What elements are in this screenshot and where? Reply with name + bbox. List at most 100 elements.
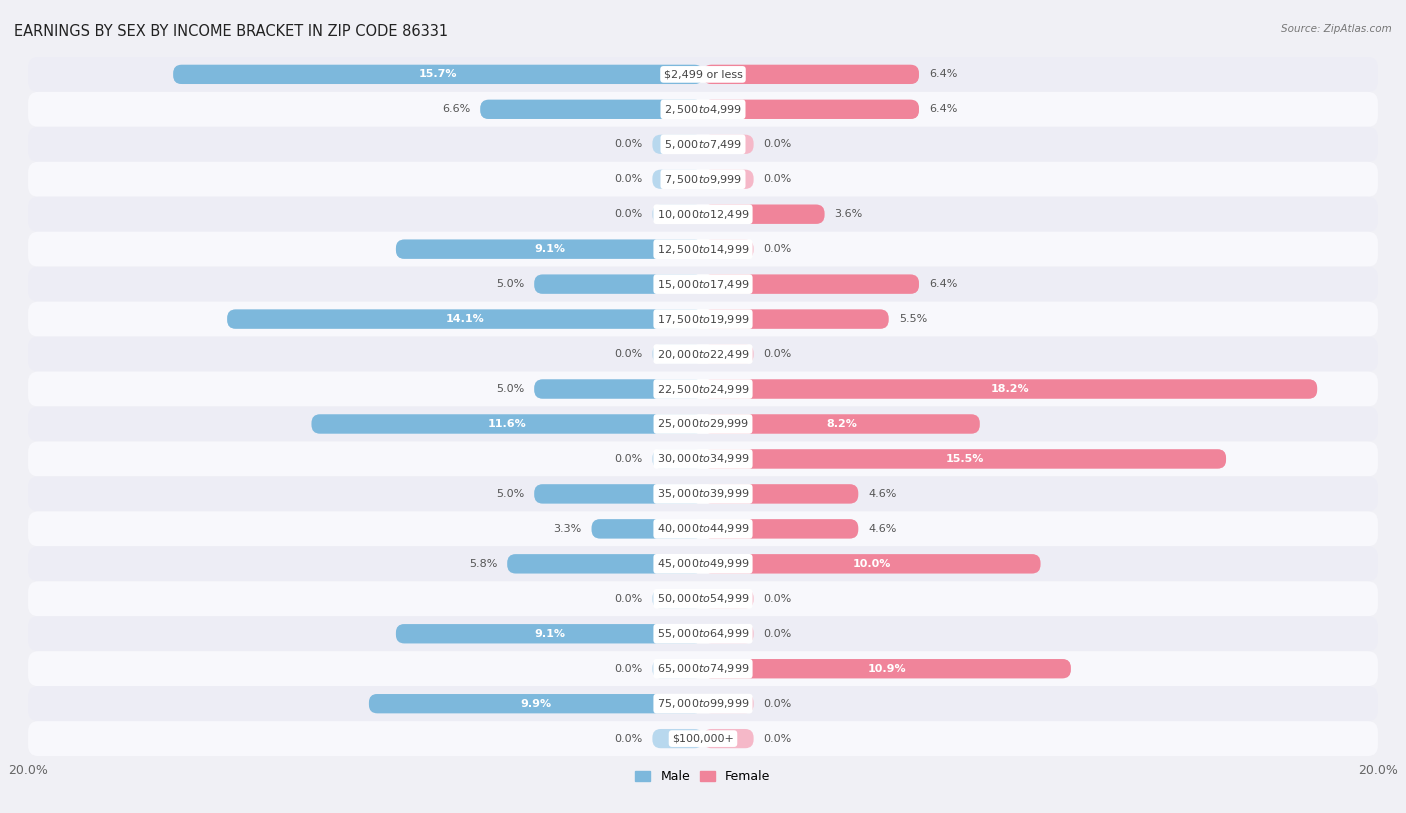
FancyBboxPatch shape bbox=[312, 415, 703, 433]
Text: 5.0%: 5.0% bbox=[496, 384, 524, 394]
FancyBboxPatch shape bbox=[368, 694, 703, 713]
Text: 10.9%: 10.9% bbox=[868, 663, 907, 674]
FancyBboxPatch shape bbox=[703, 694, 754, 713]
Text: 9.1%: 9.1% bbox=[534, 628, 565, 639]
Text: 0.0%: 0.0% bbox=[763, 244, 792, 254]
FancyBboxPatch shape bbox=[703, 520, 858, 538]
FancyBboxPatch shape bbox=[396, 624, 703, 643]
FancyBboxPatch shape bbox=[652, 450, 703, 468]
Text: $12,500 to $14,999: $12,500 to $14,999 bbox=[657, 243, 749, 255]
Text: EARNINGS BY SEX BY INCOME BRACKET IN ZIP CODE 86331: EARNINGS BY SEX BY INCOME BRACKET IN ZIP… bbox=[14, 24, 449, 39]
FancyBboxPatch shape bbox=[703, 310, 889, 328]
Text: 11.6%: 11.6% bbox=[488, 419, 527, 429]
FancyBboxPatch shape bbox=[534, 275, 703, 293]
FancyBboxPatch shape bbox=[592, 520, 703, 538]
FancyBboxPatch shape bbox=[28, 686, 1378, 721]
FancyBboxPatch shape bbox=[28, 57, 1378, 92]
FancyBboxPatch shape bbox=[28, 197, 1378, 232]
Text: 0.0%: 0.0% bbox=[763, 174, 792, 185]
FancyBboxPatch shape bbox=[28, 651, 1378, 686]
Text: 6.4%: 6.4% bbox=[929, 279, 957, 289]
FancyBboxPatch shape bbox=[703, 415, 980, 433]
Text: 6.6%: 6.6% bbox=[441, 104, 470, 115]
FancyBboxPatch shape bbox=[703, 100, 920, 119]
Text: 0.0%: 0.0% bbox=[614, 209, 643, 220]
Text: 0.0%: 0.0% bbox=[614, 349, 643, 359]
FancyBboxPatch shape bbox=[703, 450, 1226, 468]
Text: 5.5%: 5.5% bbox=[898, 314, 927, 324]
FancyBboxPatch shape bbox=[28, 162, 1378, 197]
Text: 10.0%: 10.0% bbox=[852, 559, 891, 569]
Text: 0.0%: 0.0% bbox=[614, 139, 643, 150]
FancyBboxPatch shape bbox=[173, 65, 703, 84]
FancyBboxPatch shape bbox=[703, 554, 1040, 573]
Text: 0.0%: 0.0% bbox=[763, 698, 792, 709]
Text: 8.2%: 8.2% bbox=[825, 419, 856, 429]
FancyBboxPatch shape bbox=[481, 100, 703, 119]
Text: $45,000 to $49,999: $45,000 to $49,999 bbox=[657, 558, 749, 570]
FancyBboxPatch shape bbox=[396, 240, 703, 259]
Text: $75,000 to $99,999: $75,000 to $99,999 bbox=[657, 698, 749, 710]
Text: 0.0%: 0.0% bbox=[614, 454, 643, 464]
FancyBboxPatch shape bbox=[368, 694, 703, 713]
FancyBboxPatch shape bbox=[703, 65, 920, 84]
FancyBboxPatch shape bbox=[652, 589, 703, 608]
Text: $40,000 to $44,999: $40,000 to $44,999 bbox=[657, 523, 749, 535]
FancyBboxPatch shape bbox=[703, 729, 754, 748]
Text: $22,500 to $24,999: $22,500 to $24,999 bbox=[657, 383, 749, 395]
Text: $25,000 to $29,999: $25,000 to $29,999 bbox=[657, 418, 749, 430]
FancyBboxPatch shape bbox=[28, 232, 1378, 267]
Text: 14.1%: 14.1% bbox=[446, 314, 485, 324]
FancyBboxPatch shape bbox=[703, 345, 754, 363]
FancyBboxPatch shape bbox=[703, 310, 889, 328]
Text: 15.7%: 15.7% bbox=[419, 69, 457, 80]
FancyBboxPatch shape bbox=[508, 554, 703, 573]
FancyBboxPatch shape bbox=[703, 205, 824, 224]
Text: $20,000 to $22,499: $20,000 to $22,499 bbox=[657, 348, 749, 360]
FancyBboxPatch shape bbox=[396, 624, 703, 643]
FancyBboxPatch shape bbox=[703, 659, 1071, 678]
FancyBboxPatch shape bbox=[652, 135, 703, 154]
FancyBboxPatch shape bbox=[28, 581, 1378, 616]
Text: Source: ZipAtlas.com: Source: ZipAtlas.com bbox=[1281, 24, 1392, 34]
Text: 9.1%: 9.1% bbox=[534, 244, 565, 254]
Text: 18.2%: 18.2% bbox=[991, 384, 1029, 394]
FancyBboxPatch shape bbox=[28, 476, 1378, 511]
FancyBboxPatch shape bbox=[228, 310, 703, 328]
Text: $15,000 to $17,499: $15,000 to $17,499 bbox=[657, 278, 749, 290]
Text: $7,500 to $9,999: $7,500 to $9,999 bbox=[664, 173, 742, 185]
FancyBboxPatch shape bbox=[703, 135, 754, 154]
FancyBboxPatch shape bbox=[703, 170, 754, 189]
Text: 0.0%: 0.0% bbox=[763, 593, 792, 604]
FancyBboxPatch shape bbox=[28, 302, 1378, 337]
FancyBboxPatch shape bbox=[703, 380, 1317, 398]
Text: $35,000 to $39,999: $35,000 to $39,999 bbox=[657, 488, 749, 500]
FancyBboxPatch shape bbox=[703, 275, 920, 293]
Text: $2,499 or less: $2,499 or less bbox=[664, 69, 742, 80]
FancyBboxPatch shape bbox=[652, 205, 703, 224]
FancyBboxPatch shape bbox=[652, 170, 703, 189]
FancyBboxPatch shape bbox=[703, 589, 754, 608]
FancyBboxPatch shape bbox=[28, 406, 1378, 441]
Text: $30,000 to $34,999: $30,000 to $34,999 bbox=[657, 453, 749, 465]
Text: 0.0%: 0.0% bbox=[763, 733, 792, 744]
FancyBboxPatch shape bbox=[703, 450, 1226, 468]
FancyBboxPatch shape bbox=[28, 441, 1378, 476]
Text: 6.4%: 6.4% bbox=[929, 69, 957, 80]
FancyBboxPatch shape bbox=[28, 372, 1378, 406]
Text: 4.6%: 4.6% bbox=[869, 489, 897, 499]
FancyBboxPatch shape bbox=[703, 415, 980, 433]
Text: 0.0%: 0.0% bbox=[614, 733, 643, 744]
Text: 0.0%: 0.0% bbox=[614, 663, 643, 674]
Text: 5.0%: 5.0% bbox=[496, 279, 524, 289]
FancyBboxPatch shape bbox=[28, 721, 1378, 756]
FancyBboxPatch shape bbox=[228, 310, 703, 328]
FancyBboxPatch shape bbox=[28, 616, 1378, 651]
FancyBboxPatch shape bbox=[703, 65, 920, 84]
FancyBboxPatch shape bbox=[652, 345, 703, 363]
Text: 0.0%: 0.0% bbox=[614, 593, 643, 604]
Text: 3.6%: 3.6% bbox=[835, 209, 863, 220]
FancyBboxPatch shape bbox=[28, 511, 1378, 546]
Text: $65,000 to $74,999: $65,000 to $74,999 bbox=[657, 663, 749, 675]
FancyBboxPatch shape bbox=[703, 485, 858, 503]
